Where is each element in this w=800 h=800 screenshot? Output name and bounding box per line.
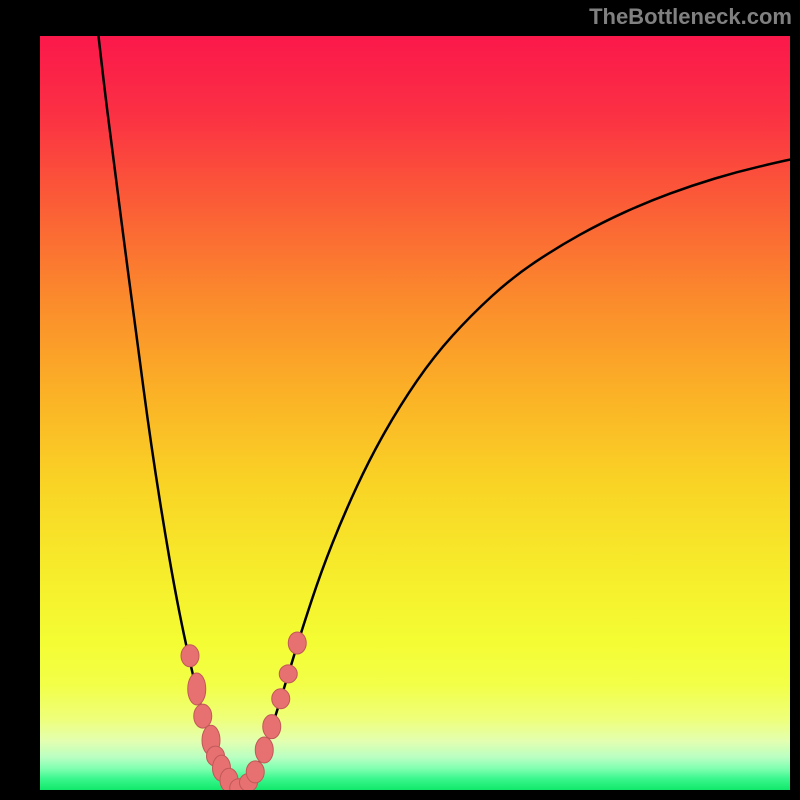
curve-right	[239, 160, 790, 790]
marker-point	[279, 665, 297, 683]
marker-point	[181, 645, 199, 667]
marker-point	[246, 761, 264, 783]
curve-left	[99, 36, 239, 790]
plot-area	[40, 36, 790, 790]
chart-container: TheBottleneck.com	[0, 0, 800, 800]
marker-point	[288, 632, 306, 654]
curve-layer	[40, 36, 790, 790]
marker-point	[188, 673, 206, 705]
marker-point	[272, 689, 290, 709]
watermark-text: TheBottleneck.com	[589, 4, 792, 30]
marker-point	[255, 737, 273, 763]
marker-point	[194, 704, 212, 728]
marker-point	[263, 715, 281, 739]
